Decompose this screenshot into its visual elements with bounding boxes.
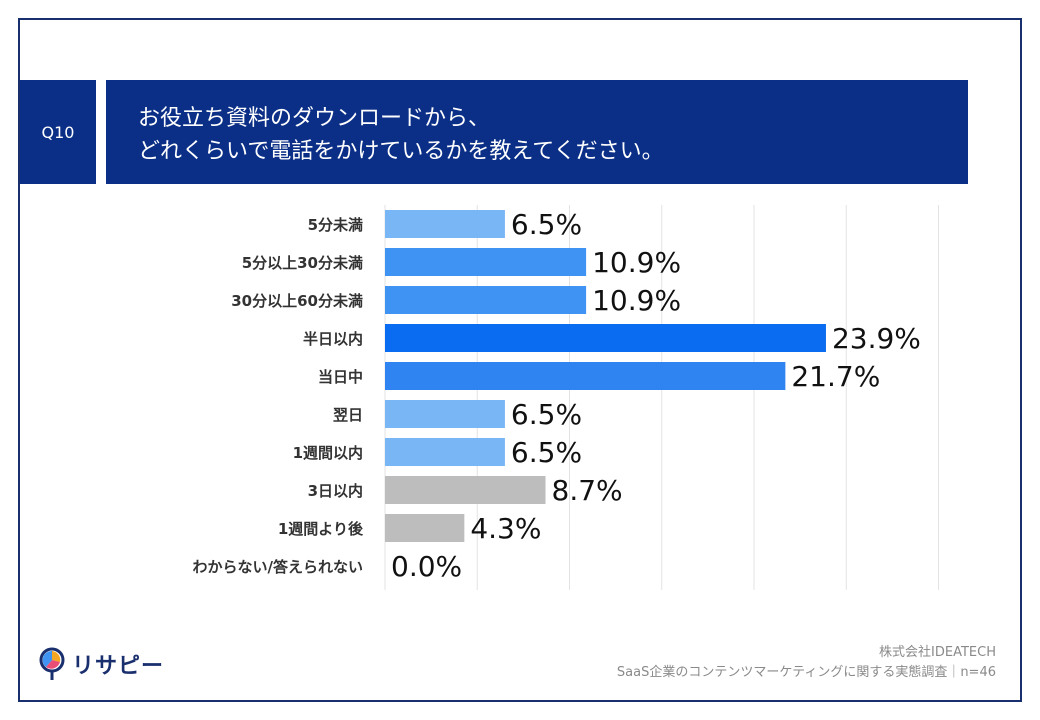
category-label: わからない/答えられない (193, 558, 363, 576)
bar (385, 286, 587, 314)
bar (385, 248, 587, 276)
category-label: 3日以内 (308, 482, 363, 500)
value-label: 4.3% (470, 512, 541, 545)
value-label: 0.0% (391, 550, 462, 583)
value-label: 10.9% (592, 246, 681, 279)
category-label: 半日以内 (303, 330, 363, 348)
category-label: 1週間以内 (293, 444, 363, 462)
question-line-2: どれくらいで電話をかけているかを教えてください。 (138, 139, 664, 164)
chart-frame: Q10 お役立ち資料のダウンロードから、 どれくらいで電話をかけているかを教えて… (18, 18, 1022, 702)
value-label: 23.9% (832, 322, 921, 355)
logo-text: リサピー (72, 654, 165, 679)
bar (385, 438, 505, 466)
value-label: 6.5% (511, 436, 582, 469)
category-label: 翌日 (333, 406, 363, 424)
category-label: 5分以上30分未満 (242, 254, 363, 272)
value-label: 8.7% (552, 474, 623, 507)
value-label: 10.9% (592, 284, 681, 317)
bar (385, 476, 546, 504)
value-label: 6.5% (511, 398, 582, 431)
brand-logo: リサピー (38, 647, 164, 681)
value-label: 6.5% (511, 208, 582, 241)
source-note: 株式会社IDEATECH SaaS企業のコンテンツマーケティングに関する実態調査… (617, 643, 996, 683)
category-label: 1週間より後 (278, 520, 364, 538)
category-label: 当日中 (318, 368, 363, 386)
category-label: 5分未満 (308, 216, 363, 234)
bar (385, 210, 505, 238)
question-number: Q10 (20, 80, 96, 184)
question-line-1: お役立ち資料のダウンロードから、 (138, 106, 491, 131)
bar (385, 514, 465, 542)
bar (385, 324, 826, 352)
bar (385, 362, 786, 390)
source-survey: SaaS企業のコンテンツマーケティングに関する実態調査｜n=46 (616, 665, 996, 680)
value-label: 21.7% (791, 360, 880, 393)
source-company: 株式会社IDEATECH (879, 645, 996, 660)
category-label: 30分以上60分未満 (231, 292, 363, 310)
bar (385, 400, 505, 428)
logo-pin-icon (39, 647, 65, 680)
question-title: お役立ち資料のダウンロードから、 どれくらいで電話をかけているかを教えてください… (106, 80, 968, 184)
